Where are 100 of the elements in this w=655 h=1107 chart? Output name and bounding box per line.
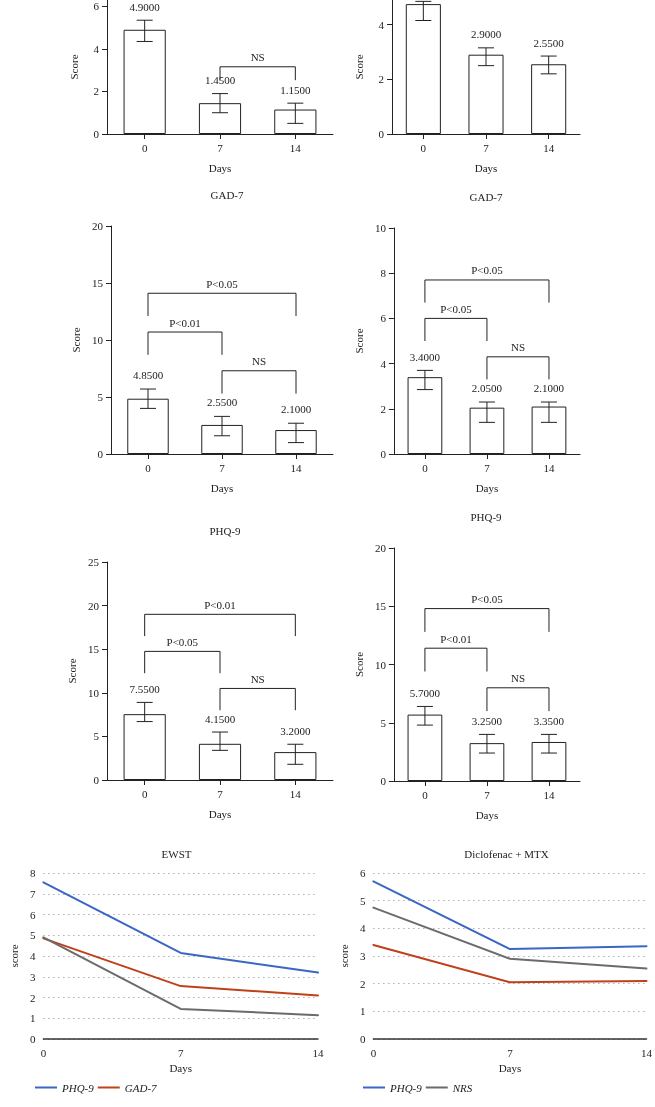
- x-tick-label: 14: [312, 1046, 324, 1059]
- y-tick-label: 10: [374, 222, 387, 234]
- y-tick-label: 15: [92, 277, 104, 289]
- annotation: P<0.01: [169, 316, 201, 329]
- y-tick-label: 10: [88, 686, 100, 699]
- x-tick-label: 7: [484, 788, 491, 801]
- y-tick-label: 0: [93, 128, 100, 140]
- x-axis-title: Days: [475, 808, 499, 821]
- x-tick-label: 14: [289, 787, 302, 800]
- chart-title: Diclofenac + MTX: [464, 847, 549, 860]
- x-tick-label: 0: [422, 461, 429, 474]
- data-label: 2.1000: [533, 382, 565, 395]
- y-axis-title: Score: [352, 651, 365, 678]
- x-tick-label: 7: [507, 1046, 514, 1059]
- data-label: 3.2500: [471, 714, 503, 727]
- y-tick-label: 2: [93, 85, 99, 98]
- annotation: P<0.01: [204, 598, 236, 611]
- y-tick-label: 0: [97, 448, 104, 460]
- x-tick-label: 0: [145, 461, 152, 474]
- y-tick-label: 3: [29, 970, 36, 983]
- annotation: P<0.05: [206, 277, 239, 290]
- x-tick-label: 0: [420, 141, 427, 154]
- annotation: P<0.05: [166, 635, 199, 648]
- legend-label: PHQ-9: [389, 1081, 423, 1094]
- data-label: 1.1500: [280, 83, 311, 96]
- x-tick-label: 7: [217, 141, 224, 154]
- y-tick-label: 6: [29, 908, 36, 921]
- data-label: 5.7000: [409, 686, 441, 699]
- x-axis-title: Days: [208, 807, 232, 820]
- y-tick-label: 8: [380, 267, 387, 280]
- y-tick-label: 8: [29, 867, 36, 879]
- data-label: 4.1500: [204, 712, 236, 725]
- y-tick-label: 2: [380, 402, 386, 415]
- x-tick-label: 14: [543, 141, 555, 154]
- y-tick-label: 0: [380, 775, 387, 787]
- y-tick-label: 7: [29, 887, 36, 900]
- annotation: P<0.05: [440, 302, 473, 315]
- annotation: NS: [250, 51, 265, 64]
- chart-title: GAD-7: [210, 188, 244, 201]
- y-tick-label: 20: [92, 220, 104, 232]
- annotation: NS: [510, 341, 525, 354]
- y-tick-label: 5: [93, 730, 100, 743]
- data-label: 2.5500: [533, 36, 565, 49]
- y-tick-label: 6: [380, 312, 387, 325]
- data-label: 1.4500: [204, 74, 236, 87]
- y-tick-label: 6: [93, 0, 100, 13]
- legend-label: GAD-7: [124, 1081, 158, 1094]
- annotation: P<0.05: [471, 593, 504, 606]
- y-tick-label: 5: [380, 716, 387, 729]
- x-tick-label: 0: [40, 1046, 47, 1059]
- y-axis-title: Score: [69, 327, 82, 353]
- y-tick-label: 0: [380, 448, 387, 460]
- y-tick-label: 1: [29, 1012, 36, 1025]
- y-tick-label: 2: [359, 977, 366, 990]
- x-tick-label: 7: [483, 141, 490, 154]
- annotation: P<0.05: [471, 264, 504, 277]
- y-tick-label: 3: [359, 950, 366, 962]
- data-label: 4.8500: [132, 369, 164, 382]
- y-tick-label: 4: [380, 357, 387, 370]
- y-tick-label: 5: [359, 894, 366, 907]
- x-tick-label: 14: [543, 788, 555, 801]
- y-tick-label: 25: [88, 556, 100, 568]
- chart-title: PHQ-9: [470, 510, 503, 523]
- y-tick-label: 10: [92, 334, 104, 346]
- y-tick-label: 20: [374, 542, 387, 554]
- y-tick-label: 15: [88, 643, 100, 656]
- legend-label: PHQ-9: [61, 1081, 95, 1094]
- x-tick-label: 0: [422, 788, 429, 801]
- data-label: 2.1000: [280, 403, 312, 416]
- x-tick-label: 0: [141, 141, 148, 154]
- annotation: NS: [251, 355, 267, 368]
- x-axis-title: Days: [475, 481, 499, 494]
- x-tick-label: 14: [543, 461, 555, 474]
- y-axis-title: Score: [352, 54, 365, 80]
- y-axis-title: score: [337, 944, 350, 968]
- y-tick-label: 0: [378, 128, 385, 140]
- y-axis-title: Score: [65, 658, 78, 684]
- y-tick-label: 1: [359, 1005, 366, 1018]
- data-label: 2.0500: [471, 382, 503, 395]
- x-tick-label: 7: [484, 461, 491, 474]
- y-tick-label: 20: [88, 599, 100, 612]
- x-axis-title: Days: [169, 1062, 192, 1075]
- x-axis-title: Days: [208, 161, 232, 174]
- annotation: P<0.01: [440, 632, 472, 645]
- x-tick-label: 7: [219, 461, 226, 474]
- y-tick-label: 4: [93, 42, 100, 55]
- y-axis-title: Score: [67, 54, 80, 80]
- x-tick-label: 14: [641, 1046, 653, 1059]
- y-axis-title: score: [7, 944, 20, 968]
- y-tick-label: 0: [359, 1033, 366, 1045]
- data-label: 7.5500: [129, 682, 161, 695]
- y-tick-label: 2: [378, 73, 384, 86]
- legend-label: NRS: [451, 1081, 473, 1094]
- x-tick-label: 7: [177, 1046, 184, 1059]
- y-tick-label: 2: [29, 991, 36, 1004]
- data-label: 4.9000: [129, 0, 161, 13]
- data-label: 2.9000: [470, 28, 502, 41]
- annotation: NS: [250, 672, 265, 685]
- y-tick-label: 6: [359, 867, 366, 879]
- y-tick-label: 0: [93, 774, 100, 786]
